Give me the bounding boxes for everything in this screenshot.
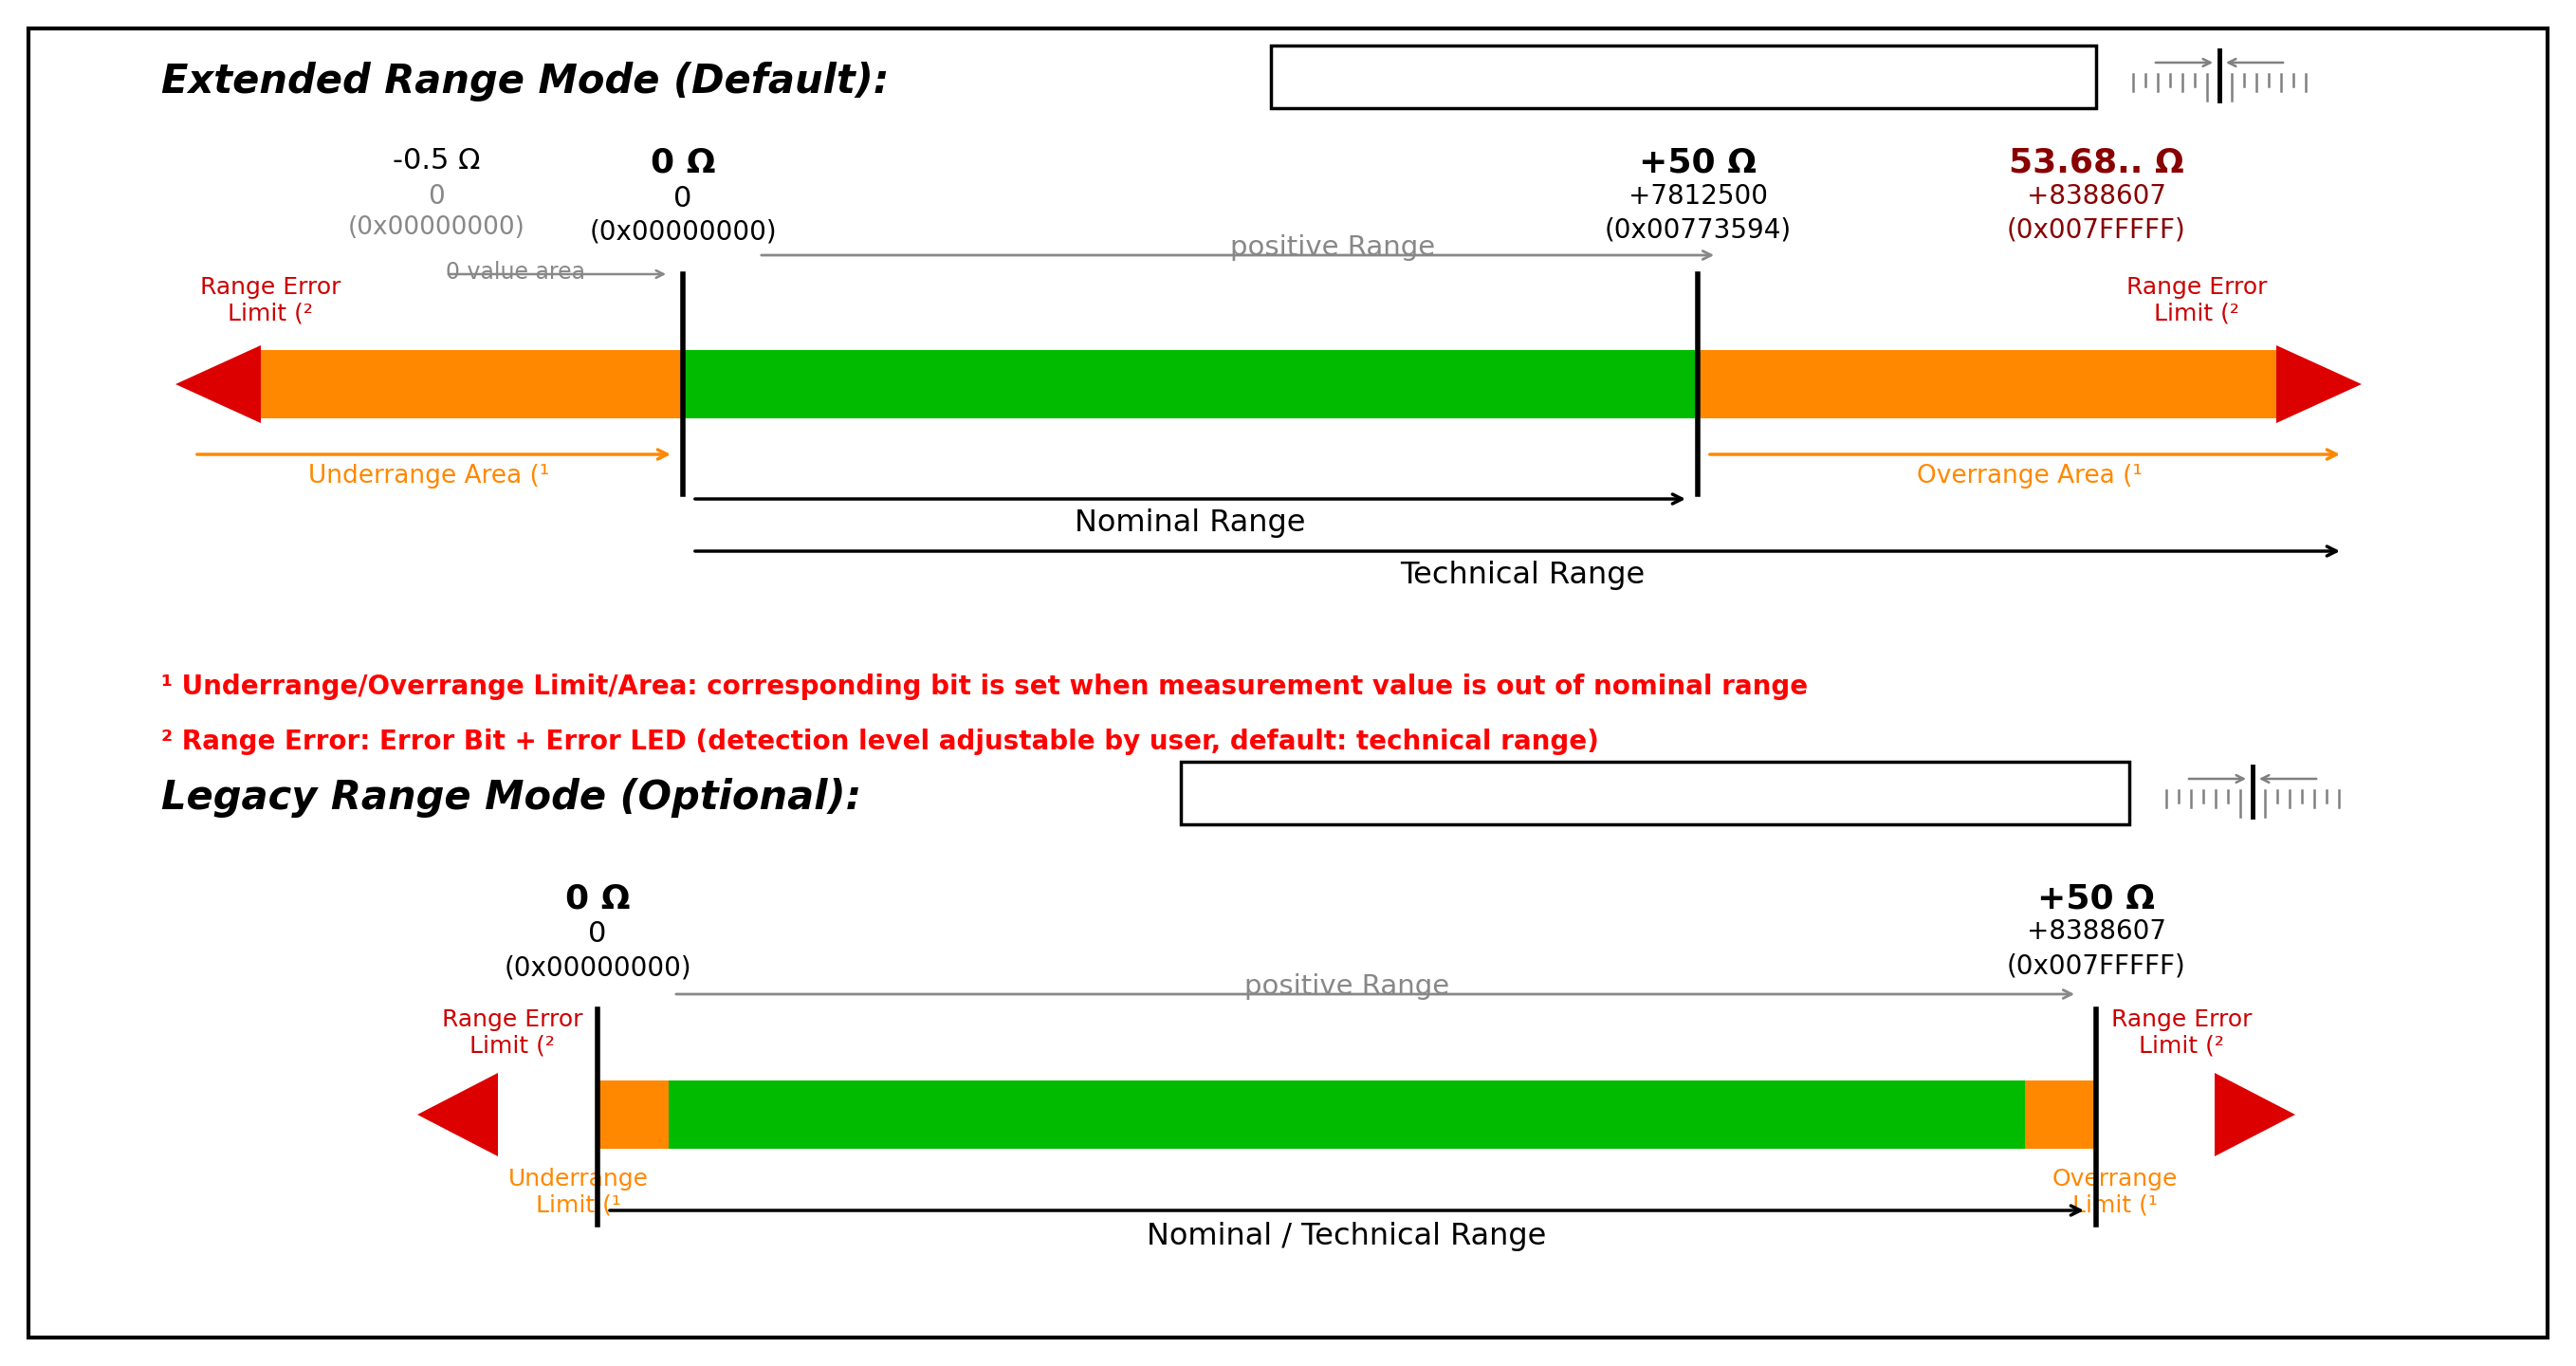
Text: Overrange Area (¹: Overrange Area (¹ (1917, 464, 2143, 489)
Text: Underrange
Limit (¹: Underrange Limit (¹ (507, 1168, 649, 1217)
Text: Extended Range Mode (Default):: Extended Range Mode (Default): (162, 61, 889, 101)
Text: Technical Range: Technical Range (1399, 560, 1643, 590)
Text: Nominal Range: Nominal Range (1074, 508, 1306, 538)
Text: positive Range: positive Range (1231, 235, 1435, 261)
Bar (260, 350, 683, 418)
Text: 0: 0 (428, 183, 446, 209)
Text: ¹ Underrange/Overrange Limit/Area: corresponding bit is set when measurement val: ¹ Underrange/Overrange Limit/Area: corre… (162, 673, 1808, 699)
Text: (0x007FFFFF): (0x007FFFFF) (2007, 952, 2184, 979)
Text: -0.5 Ω: -0.5 Ω (392, 148, 479, 175)
Text: Defined resolution: 6.4 μΩ /Step: Defined resolution: 6.4 μΩ /Step (1450, 63, 1917, 90)
Text: Range Error
Limit (²: Range Error Limit (² (2110, 1008, 2251, 1057)
Text: 0 value area: 0 value area (446, 261, 585, 284)
Text: 0 Ω: 0 Ω (564, 882, 631, 914)
Text: Calculated resolution: 5.9605.. μΩ /Step: Calculated resolution: 5.9605.. μΩ /Step (1365, 779, 1945, 807)
Text: +50 Ω: +50 Ω (2038, 882, 2156, 914)
Text: (0x00000000): (0x00000000) (590, 219, 775, 246)
Text: Range Error
Limit (²: Range Error Limit (² (440, 1008, 582, 1057)
Bar (1180, 762, 2130, 824)
Text: (0x00773594): (0x00773594) (1605, 217, 1790, 243)
Bar (1270, 45, 2097, 108)
Text: 0: 0 (675, 184, 693, 213)
Text: +7812500: +7812500 (1628, 183, 1767, 209)
Text: (0x00000000): (0x00000000) (505, 955, 690, 981)
Text: Nominal / Technical Range: Nominal / Technical Range (1146, 1221, 1546, 1251)
Text: positive Range: positive Range (1244, 973, 1450, 1000)
Text: +50 Ω: +50 Ω (1638, 148, 1757, 179)
Text: ² Range Error: Error Bit + Error LED (detection level adjustable by user, defaul: ² Range Error: Error Bit + Error LED (de… (162, 728, 1600, 755)
Text: 53.68.. Ω: 53.68.. Ω (2009, 148, 2184, 179)
Text: Range Error
Limit (²: Range Error Limit (² (201, 276, 340, 325)
Bar (2025, 1081, 2097, 1149)
Bar (683, 350, 1698, 418)
Text: +8388607: +8388607 (2027, 183, 2166, 209)
Text: (0x007FFFFF): (0x007FFFFF) (2007, 217, 2184, 243)
Bar (1698, 350, 2277, 418)
Polygon shape (175, 346, 260, 423)
Text: Legacy Range Mode (Optional):: Legacy Range Mode (Optional): (162, 777, 860, 818)
Polygon shape (2215, 1072, 2295, 1157)
Text: 0: 0 (587, 921, 608, 948)
Text: (0x00000000): (0x00000000) (348, 216, 526, 240)
Text: Overrange
Limit (¹: Overrange Limit (¹ (2053, 1168, 2177, 1217)
Polygon shape (2277, 346, 2362, 423)
Bar (659, 1081, 2035, 1149)
Text: +8388607: +8388607 (2027, 918, 2166, 945)
Polygon shape (417, 1072, 497, 1157)
Text: 0 Ω: 0 Ω (649, 148, 716, 179)
Text: Range Error
Limit (²: Range Error Limit (² (2125, 276, 2267, 325)
Bar (598, 1081, 670, 1149)
Text: Underrange Area (¹: Underrange Area (¹ (309, 464, 549, 489)
